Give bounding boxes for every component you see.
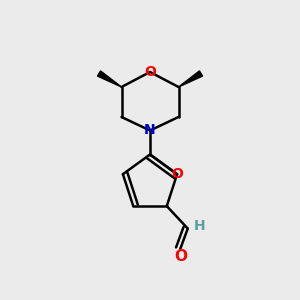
Text: H: H [193,219,205,232]
Text: O: O [171,167,183,181]
Polygon shape [98,71,122,87]
Text: O: O [174,249,187,264]
Polygon shape [178,71,203,87]
Text: O: O [144,65,156,79]
Text: N: N [144,123,156,137]
